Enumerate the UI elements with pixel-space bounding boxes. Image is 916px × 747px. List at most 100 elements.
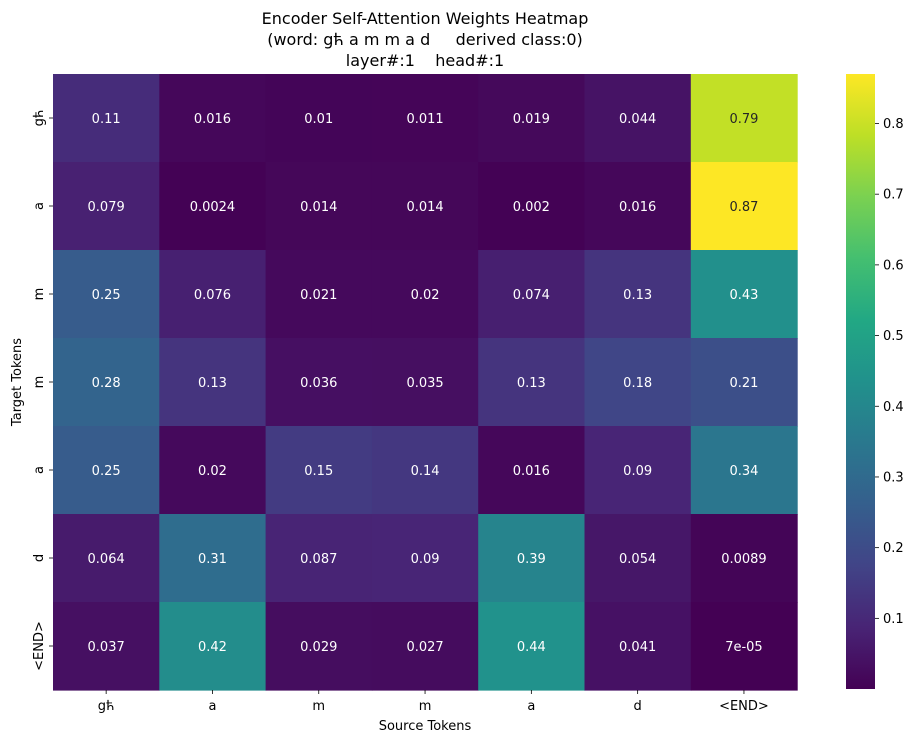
y-tick-label-4: a xyxy=(32,466,47,474)
heatmap-cell-r4-c1 xyxy=(159,426,267,515)
cell-annotation-r4-c0: 0.25 xyxy=(92,464,121,479)
cell-annotation-r4-c5: 0.09 xyxy=(623,464,652,479)
heatmap-cell-r6-c1 xyxy=(159,602,267,691)
heatmap-cell-r3-c2 xyxy=(265,338,373,427)
heatmap-cell-r6-c4 xyxy=(478,602,586,691)
colorbar-tick-label-1: 0.2 xyxy=(883,541,904,556)
cell-annotation-r1-c5: 0.016 xyxy=(619,200,656,215)
cell-annotation-r5-c5: 0.054 xyxy=(619,552,656,567)
cell-annotation-r0-c2: 0.01 xyxy=(304,112,333,127)
heatmap-cell-r0-c0 xyxy=(53,74,160,163)
cell-annotation-r4-c2: 0.15 xyxy=(304,464,333,479)
cell-annotation-r3-c2: 0.036 xyxy=(300,376,337,391)
heatmap-cell-r3-c4 xyxy=(478,338,586,427)
cell-annotation-r3-c6: 0.21 xyxy=(729,376,758,391)
cell-annotation-r2-c0: 0.25 xyxy=(92,288,121,303)
heatmap-cell-r4-c2 xyxy=(265,426,373,515)
cell-annotation-r6-c2: 0.029 xyxy=(300,640,337,655)
heatmap-cell-r1-c0 xyxy=(53,162,160,251)
x-tick-label-4: a xyxy=(527,699,535,714)
chart-title: Encoder Self-Attention Weights Heatmap (… xyxy=(262,9,589,70)
heatmap-cell-r3-c0 xyxy=(53,338,160,427)
heatmap-cell-r2-c1 xyxy=(159,250,267,339)
heatmap-cell-r3-c6 xyxy=(690,338,798,427)
heatmap-cell-r1-c5 xyxy=(584,162,692,251)
heatmap-cells xyxy=(53,74,798,691)
heatmap-cell-r5-c3 xyxy=(371,514,479,603)
colorbar-ticks: 0.1 0.2 0.3 0.4 0.5 0.6 0.7 0.8 xyxy=(875,117,904,627)
cell-annotation-r5-c1: 0.31 xyxy=(198,552,227,567)
cell-annotation-r2-c6: 0.43 xyxy=(729,288,758,303)
cell-annotation-r0-c4: 0.019 xyxy=(513,112,550,127)
colorbar-gradient xyxy=(846,74,875,689)
heatmap-cell-r3-c1 xyxy=(159,338,267,427)
heatmap-cell-r2-c2 xyxy=(265,250,373,339)
cell-annotation-r3-c3: 0.035 xyxy=(406,376,443,391)
heatmap-cell-r4-c5 xyxy=(584,426,692,515)
cell-annotation-r3-c5: 0.18 xyxy=(623,376,652,391)
heatmap-cell-r4-c3 xyxy=(371,426,479,515)
heatmap-cell-r4-c4 xyxy=(478,426,586,515)
heatmap-cell-r2-c0 xyxy=(53,250,160,339)
cell-annotation-r1-c0: 0.079 xyxy=(88,200,125,215)
heatmap-cell-r1-c4 xyxy=(478,162,586,251)
heatmap-cell-r2-c5 xyxy=(584,250,692,339)
heatmap-cell-r5-c1 xyxy=(159,514,267,603)
cell-annotation-r2-c5: 0.13 xyxy=(623,288,652,303)
cell-annotation-r5-c3: 0.09 xyxy=(411,552,440,567)
colorbar-tick-label-6: 0.7 xyxy=(883,188,904,203)
heatmap-cell-r0-c4 xyxy=(478,74,586,163)
cell-annotation-r0-c0: 0.11 xyxy=(92,112,121,127)
title-line-3: layer#:1 head#:1 xyxy=(346,51,504,70)
heatmap-cell-r5-c6 xyxy=(690,514,798,603)
colorbar-tick-label-3: 0.4 xyxy=(883,400,904,415)
heatmap-cell-r3-c3 xyxy=(371,338,479,427)
cell-annotation-r5-c0: 0.064 xyxy=(88,552,125,567)
x-tick-label-3: m xyxy=(419,699,432,714)
y-axis-ticks: gћ a m m a d <END> xyxy=(32,110,53,671)
cell-annotation-r5-c2: 0.087 xyxy=(300,552,337,567)
cell-annotation-r4-c3: 0.14 xyxy=(411,464,440,479)
colorbar: 0.1 0.2 0.3 0.4 0.5 0.6 0.7 0.8 xyxy=(846,74,904,689)
x-axis-ticks: gћ a m m a d <END> xyxy=(98,690,769,714)
cell-annotation-r3-c0: 0.28 xyxy=(92,376,121,391)
heatmap-cell-r6-c6 xyxy=(690,602,798,691)
cell-annotation-r3-c1: 0.13 xyxy=(198,376,227,391)
y-axis-label: Target Tokens xyxy=(10,338,25,427)
cell-annotation-r4-c6: 0.34 xyxy=(729,464,758,479)
cell-annotation-r1-c3: 0.014 xyxy=(406,200,443,215)
heatmap-cell-r6-c3 xyxy=(371,602,479,691)
heatmap-cell-r1-c1 xyxy=(159,162,267,251)
x-tick-label-0: gћ xyxy=(98,699,115,714)
x-tick-label-1: a xyxy=(208,699,216,714)
y-tick-label-1: a xyxy=(32,202,47,210)
cell-annotation-r6-c4: 0.44 xyxy=(517,640,546,655)
heatmap-cell-r5-c0 xyxy=(53,514,160,603)
title-line-2: (word: gћ a m m a d derived class:0) xyxy=(267,30,583,49)
cell-annotation-r2-c1: 0.076 xyxy=(194,288,231,303)
cell-annotation-r2-c3: 0.02 xyxy=(411,288,440,303)
y-tick-label-5: d xyxy=(32,554,47,562)
heatmap-cell-r4-c6 xyxy=(690,426,798,515)
cell-annotation-r0-c5: 0.044 xyxy=(619,112,656,127)
heatmap-cell-r5-c4 xyxy=(478,514,586,603)
heatmap-cell-r6-c0 xyxy=(53,602,160,691)
heatmap-cell-r0-c2 xyxy=(265,74,373,163)
cell-annotation-r1-c2: 0.014 xyxy=(300,200,337,215)
heatmap-annotations: 0.11 0.016 0.01 0.011 0.019 0.044 0.79 0.079 0.0… xyxy=(88,112,767,655)
x-tick-label-2: m xyxy=(312,699,325,714)
colorbar-tick-label-7: 0.8 xyxy=(883,117,904,132)
cell-annotation-r3-c4: 0.13 xyxy=(517,376,546,391)
heatmap-cell-r3-c5 xyxy=(584,338,692,427)
y-tick-label-0: gћ xyxy=(32,110,47,127)
heatmap-cell-r1-c3 xyxy=(371,162,479,251)
y-tick-label-2: m xyxy=(32,288,47,301)
heatmap-cell-r2-c3 xyxy=(371,250,479,339)
cell-annotation-r5-c4: 0.39 xyxy=(517,552,546,567)
title-line-1: Encoder Self-Attention Weights Heatmap xyxy=(262,9,589,28)
cell-annotation-r5-c6: 0.0089 xyxy=(721,552,767,567)
cell-annotation-r4-c1: 0.02 xyxy=(198,464,227,479)
cell-annotation-r1-c6: 0.87 xyxy=(729,200,758,215)
